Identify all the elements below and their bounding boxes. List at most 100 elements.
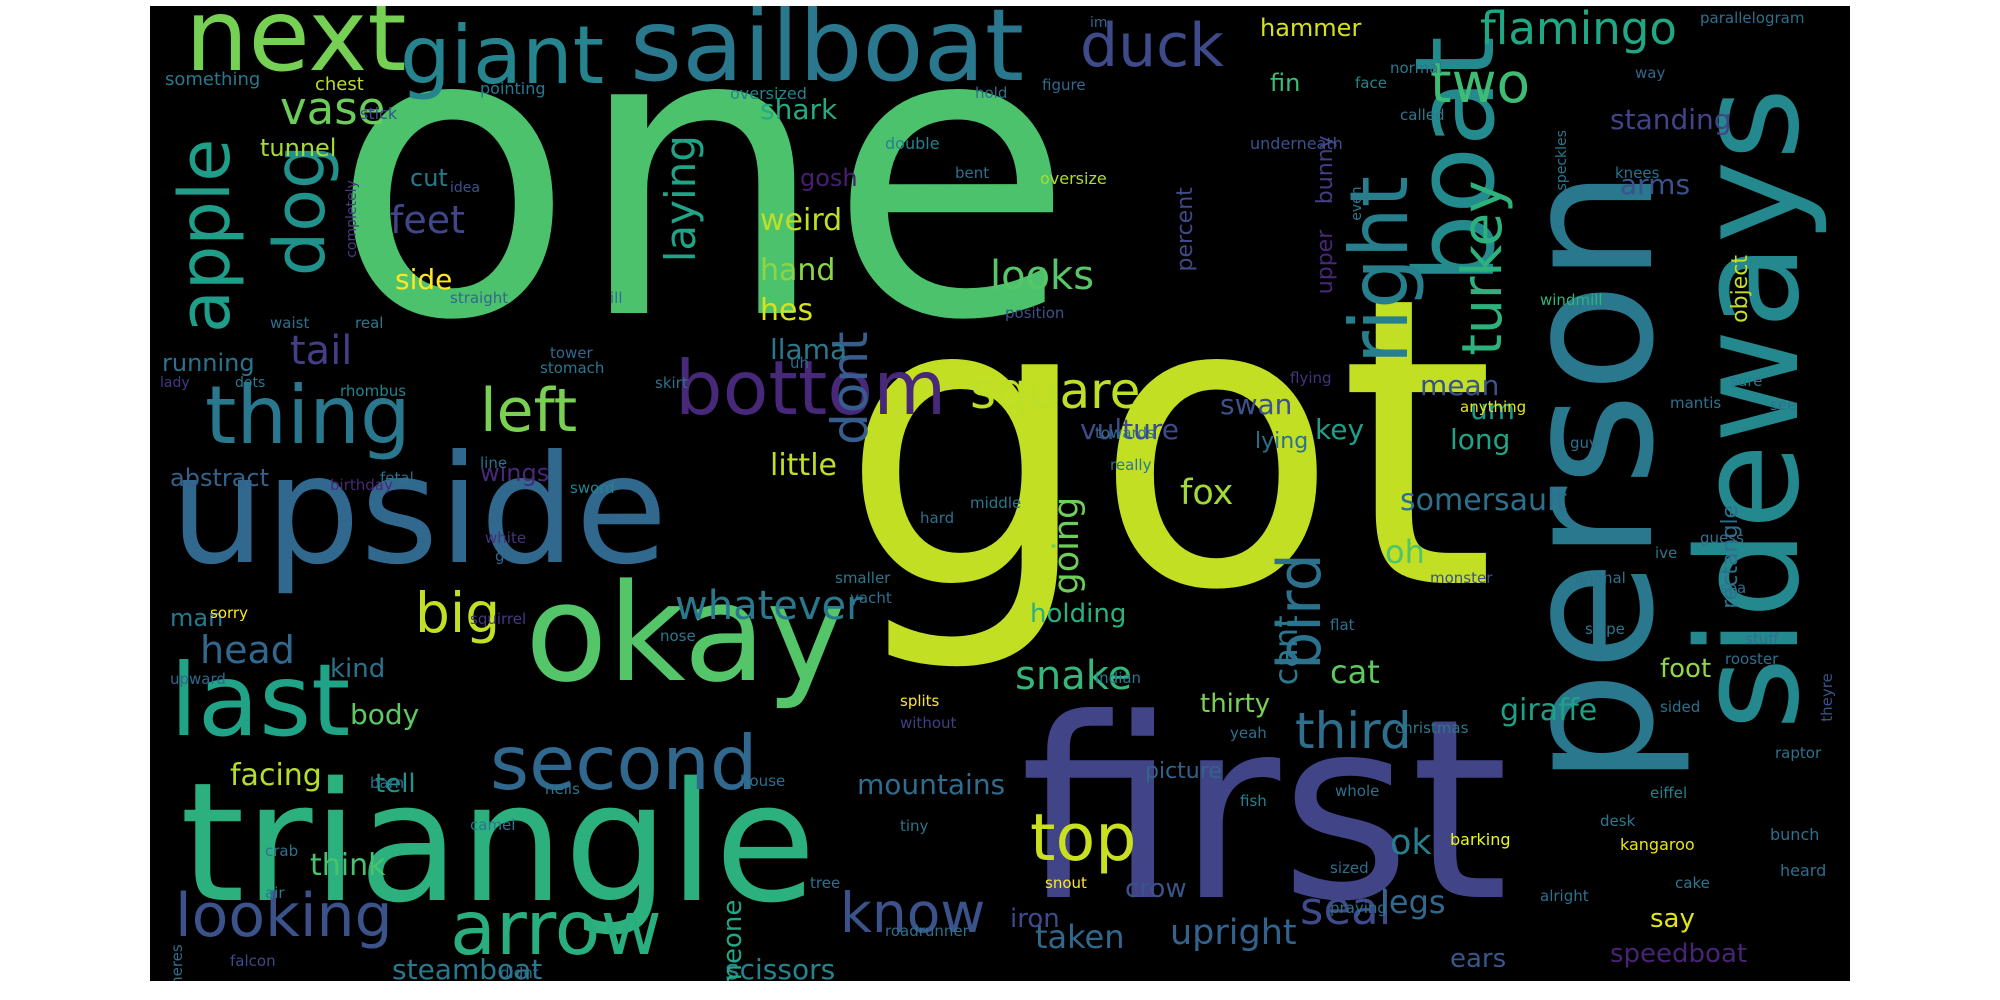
word-oversized: oversized	[730, 84, 807, 103]
word-roadrunner: roadrunner	[885, 922, 969, 940]
word-guess: guess	[1700, 529, 1744, 547]
word-swan: swan	[1220, 388, 1293, 421]
word-sided: sided	[1660, 698, 1701, 716]
word-flying: flying	[1290, 369, 1332, 387]
word-theres: theres	[168, 944, 186, 981]
word-arms: arms	[1620, 168, 1691, 201]
word-splits: splits	[900, 692, 940, 710]
word-body: body	[350, 698, 420, 731]
word-scissors: scissors	[725, 953, 836, 982]
word-tunnel: tunnel	[260, 134, 337, 162]
word-upper: upper	[1313, 229, 1338, 295]
word-know: know	[840, 881, 986, 945]
word-dog: dog	[259, 144, 341, 277]
word-two: two	[1430, 51, 1531, 115]
word-first: first	[1020, 665, 1509, 956]
word-ive: ive	[1655, 544, 1678, 562]
word-didnt: didnt	[500, 964, 539, 981]
word-normal: normal	[1390, 59, 1443, 77]
word-facing: facing	[230, 758, 322, 793]
word-fox: fox	[1180, 473, 1234, 513]
word-bunch: bunch	[1770, 825, 1820, 844]
word-turkey: turkey	[1450, 180, 1514, 356]
word-sized: sized	[1330, 859, 1369, 877]
word-tell: tell	[375, 769, 416, 799]
word-house: house	[740, 772, 786, 790]
word-kangaroo: kangaroo	[1620, 835, 1695, 854]
word-holding: holding	[1030, 599, 1127, 629]
word-running: running	[162, 349, 255, 377]
word-rooster: rooster	[1725, 650, 1779, 668]
word-hes: hes	[760, 293, 814, 328]
word-raptor: raptor	[1775, 744, 1822, 762]
word-towards: towards	[1095, 424, 1155, 442]
word-percent: percent	[1173, 187, 1198, 272]
word-hells: hells	[545, 780, 580, 798]
word-triangle: triangle	[180, 747, 817, 939]
word-birthday: birthday	[330, 476, 393, 494]
word-face: face	[1355, 74, 1387, 92]
word-yeah: yeah	[1230, 724, 1267, 742]
word-tail: tail	[290, 328, 353, 374]
word-top: top	[1030, 801, 1137, 876]
word-seal: seal	[1300, 882, 1392, 935]
word-air: air	[265, 884, 285, 902]
word-white: white	[485, 529, 527, 547]
word-foot: foot	[1660, 654, 1712, 684]
word-arrow: arrow	[450, 884, 662, 972]
word-taken: taken	[1035, 918, 1125, 956]
word-duck: duck	[1080, 11, 1224, 81]
word-picture: picture	[1145, 759, 1222, 784]
word-wings: wings	[480, 459, 550, 487]
word-one: one	[330, 6, 1075, 408]
word-nose: nose	[660, 627, 696, 645]
word-cant: cant	[1267, 615, 1305, 686]
word-left: left	[480, 376, 578, 446]
word-giant: giant	[400, 9, 605, 102]
word-cat: cat	[1330, 653, 1380, 691]
word-gosh: gosh	[800, 164, 858, 192]
word-position: position	[1005, 304, 1065, 322]
word-thirty: thirty	[1200, 689, 1271, 719]
word-stick: stick	[360, 104, 398, 123]
word-dots: dots	[235, 375, 266, 391]
word-guy: guy	[1570, 434, 1598, 452]
word-giraffe: giraffe	[1500, 693, 1598, 728]
word-camel: camel	[470, 816, 516, 834]
word-underneath: underneath	[1250, 134, 1343, 153]
word-im: im	[1090, 15, 1108, 31]
word-key: key	[1315, 413, 1365, 446]
word-side: side	[395, 263, 453, 296]
word-vulture: vulture	[1080, 413, 1179, 446]
word-sorry: sorry	[210, 604, 248, 622]
word-okay: okay	[525, 555, 847, 712]
word-really: really	[1110, 456, 1152, 474]
word-um: um	[1470, 393, 1516, 426]
word-third: third	[1295, 702, 1412, 760]
word-mantis: mantis	[1670, 394, 1722, 412]
word-praying: praying	[1330, 899, 1387, 917]
word-tiny: tiny	[900, 817, 929, 835]
word-see: see	[1770, 396, 1797, 414]
word-parallelogram: parallelogram	[1700, 9, 1805, 27]
word-cloud-panel: one got first person triangle upside sideways o…	[150, 6, 1850, 981]
word-yacht: yacht	[850, 589, 892, 607]
word-bottom: bottom	[675, 344, 947, 432]
word-squirrel: squirrel	[470, 610, 527, 628]
word-middle: middle	[970, 494, 1022, 512]
word-apple: apple	[164, 138, 246, 333]
word-speedboat: speedboat	[1610, 939, 1748, 969]
word-pointing: pointing	[480, 79, 546, 98]
word-head: head	[200, 628, 295, 672]
word-sure: sure	[1730, 372, 1763, 390]
word-rhombus: rhombus	[340, 382, 407, 400]
word-bent: bent	[955, 164, 990, 182]
word-skirt: skirt	[655, 374, 688, 392]
word-lady: lady	[160, 375, 190, 391]
word-alright: alright	[1540, 887, 1589, 905]
word-stuff: stuff	[1745, 630, 1779, 648]
word-second: second	[490, 719, 758, 807]
word-looks: looks	[990, 253, 1095, 299]
word-oh: oh	[1385, 533, 1425, 571]
word-mean: mean	[1420, 369, 1500, 402]
